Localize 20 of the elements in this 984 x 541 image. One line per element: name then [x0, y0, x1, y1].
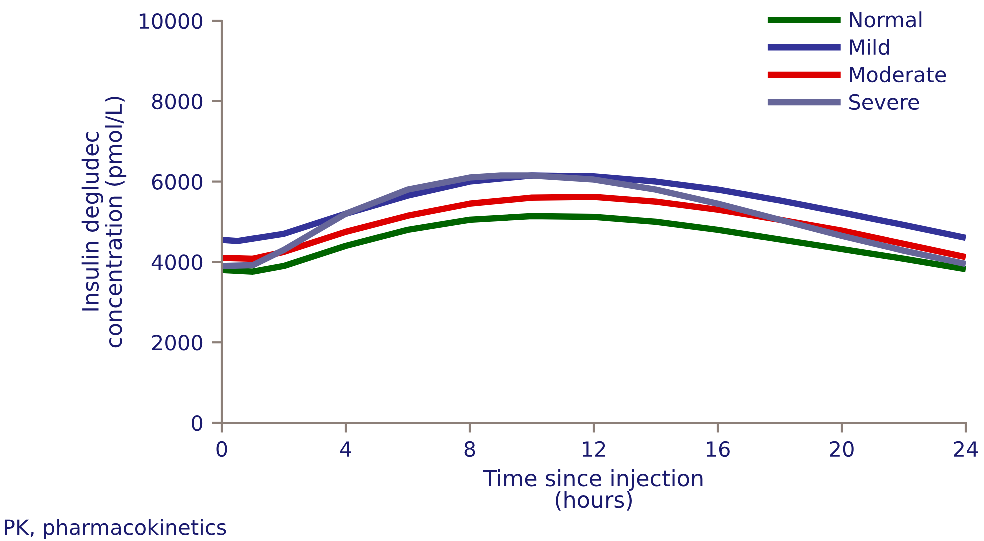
- y-tick-label: 6000: [152, 174, 203, 190]
- legend-label: Mild: [850, 39, 890, 56]
- y-tick-label: 0: [192, 415, 203, 432]
- x-tick-label: 16: [707, 441, 730, 458]
- y-tick-label: 4000: [152, 254, 203, 270]
- x-tick-label: 20: [830, 441, 854, 458]
- text: PK, pharmacokinetics: [4, 519, 226, 540]
- x-tick-label: 0: [216, 441, 228, 458]
- y-tick-label: 10000: [140, 13, 203, 30]
- x-axis-title: Time since injection (hours): [483, 470, 703, 511]
- legend-label: Moderate: [850, 66, 946, 83]
- y-tick-label: 8000: [152, 94, 203, 110]
- legend-label: Normal: [850, 12, 922, 28]
- y-tick-label: 2000: [152, 335, 203, 351]
- x-tick-label: 12: [583, 441, 606, 457]
- y-axis-title: Insulin degludec concentration (pmol/L): [82, 97, 127, 348]
- x-tick-label: 24: [954, 441, 978, 457]
- legend-label: Severe: [850, 94, 920, 110]
- x-tick-label: 8: [464, 441, 476, 458]
- x-tick-label: 4: [340, 442, 352, 457]
